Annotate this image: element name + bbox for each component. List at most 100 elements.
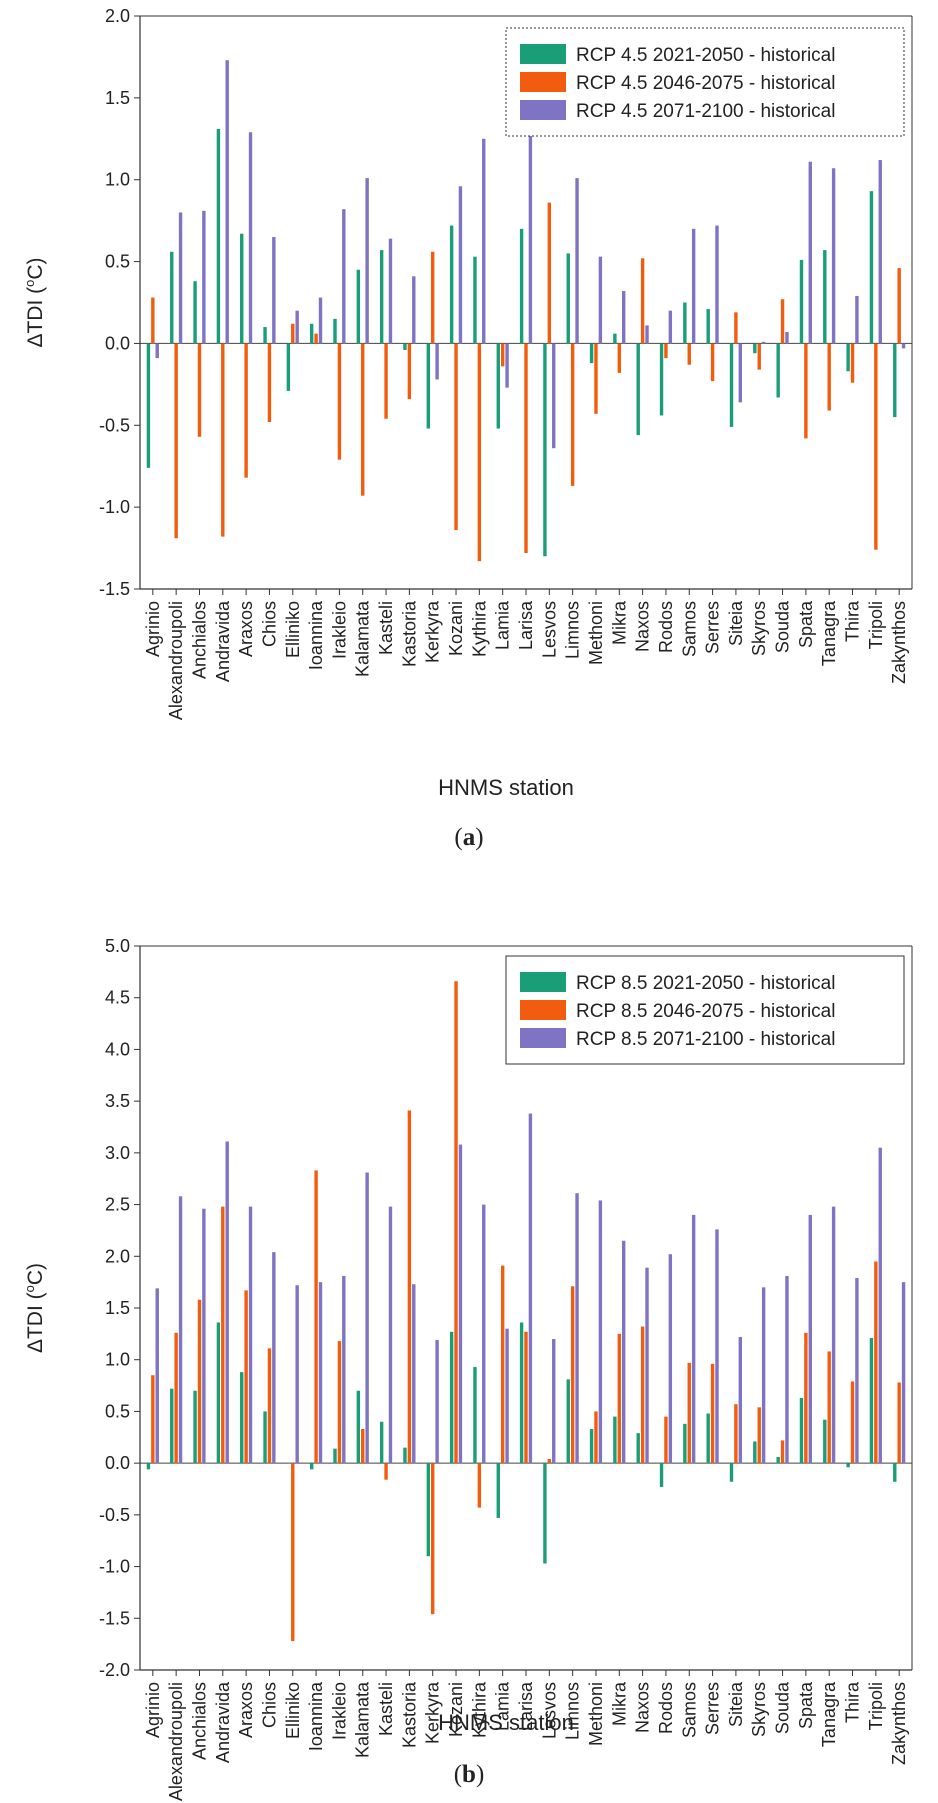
legend-box — [505, 955, 905, 1065]
bar-purple-lesvos — [552, 343, 556, 449]
x-tick-label-thira: Thira — [843, 1681, 863, 1723]
bar-purple-tanagra — [831, 1206, 836, 1464]
x-tick-label-chios: Chios — [259, 1682, 279, 1728]
bar-purple-agrinio — [155, 1288, 159, 1464]
bar-orange-ioannina — [314, 1170, 318, 1464]
bar-green-tripoli — [869, 191, 874, 344]
y-label-main: TDI ( — [24, 287, 47, 334]
legend-label: RCP 4.5 2071-2100 - historical — [576, 101, 835, 122]
x-tick-label-kerkyra: Kerkyra — [423, 1681, 443, 1744]
y-tick-label: -1.0 — [99, 497, 130, 517]
legend-swatch-green — [520, 972, 566, 992]
bar-purple-larisa — [528, 120, 533, 344]
bar-orange-andravida — [221, 1206, 225, 1464]
x-tick-label-araxos: Araxos — [236, 601, 256, 657]
bar-orange-alexandroupoli — [174, 343, 178, 539]
y-tick-label: 5.0 — [105, 936, 130, 956]
x-tick-label-chios: Chios — [259, 601, 279, 647]
x-tick-label-spata: Spata — [796, 600, 816, 648]
bar-purple-larisa — [528, 1113, 533, 1464]
x-tick-label-methoni: Methoni — [586, 1682, 606, 1746]
legend-swatch-orange — [520, 72, 566, 92]
legend-label: RCP 4.5 2046-2075 - historical — [576, 73, 835, 94]
caption-open: ( — [454, 1761, 462, 1788]
bar-green-irakleio — [333, 1448, 337, 1464]
x-tick-label-naxos: Naxos — [633, 601, 653, 652]
bar-green-lesvos — [543, 1463, 547, 1564]
bar-orange-elliniko — [291, 323, 295, 344]
x-tick-label-ioannina: Ioannina — [306, 1681, 326, 1751]
y-tick-label: 3.5 — [105, 1091, 130, 1111]
x-tick-label-limnos: Limnos — [563, 1682, 583, 1740]
x-axis-label: HNMS station — [438, 1710, 574, 1735]
bar-purple-kasteli — [388, 1206, 393, 1464]
x-tick-label-agrinio: Agrinio — [143, 1682, 163, 1738]
bar-green-agrinio — [146, 1463, 151, 1470]
bar-green-anchialos — [193, 1390, 197, 1464]
x-tick-label-mikra: Mikra — [609, 1681, 629, 1726]
bar-purple-kozani — [458, 186, 463, 344]
bar-purple-kerkyra — [435, 343, 439, 380]
x-tick-label-spata: Spata — [796, 1681, 816, 1729]
bar-orange-lamia — [500, 1265, 505, 1464]
bar-green-skyros — [753, 343, 757, 354]
bar-orange-larisa — [524, 343, 528, 553]
legend-label: RCP 8.5 2021-2050 - historical — [576, 973, 835, 994]
bar-green-araxos — [240, 1372, 244, 1464]
bar-orange-souda — [780, 1440, 785, 1464]
y-tick-label: -1.0 — [99, 1557, 130, 1577]
y-tick-label: -1.5 — [99, 1608, 130, 1628]
y-label-end: C) — [24, 1263, 47, 1285]
caption-letter: b — [462, 1761, 476, 1788]
x-tick-label-kerkyra: Kerkyra — [423, 600, 443, 663]
x-tick-label-alexandroupoli: Alexandroupoli — [166, 601, 186, 720]
bar-purple-alexandroupoli — [178, 1196, 183, 1464]
bar-purple-methoni — [598, 1200, 603, 1464]
caption-close: ) — [475, 824, 483, 851]
bar-orange-serres — [710, 343, 715, 382]
x-tick-label-serres: Serres — [703, 601, 723, 654]
bar-green-naxos — [636, 343, 640, 436]
y-tick-label: 0.5 — [105, 1401, 130, 1421]
x-tick-label-methoni: Methoni — [586, 601, 606, 665]
bar-purple-spata — [808, 161, 812, 344]
x-tick-label-mikra: Mikra — [609, 600, 629, 645]
bar-purple-mikra — [621, 291, 626, 344]
x-tick-label-lesvos: Lesvos — [539, 601, 559, 658]
bar-orange-kastoria — [407, 1110, 412, 1464]
bar-green-alexandroupoli — [170, 1388, 174, 1464]
y-tick-label: -1.5 — [99, 579, 130, 599]
bar-green-elliniko — [286, 1463, 291, 1464]
caption-close: ) — [476, 1761, 484, 1788]
x-tick-label-elliniko: Elliniko — [283, 1682, 303, 1739]
bar-orange-kasteli — [384, 1463, 388, 1480]
y-axis-label: ΔTDI (oC) — [22, 257, 47, 347]
bar-purple-lamia — [505, 1328, 509, 1464]
bar-orange-lesvos — [547, 1459, 552, 1464]
bar-green-rodos — [659, 1463, 664, 1487]
legend-label: RCP 8.5 2071-2100 - historical — [576, 1029, 835, 1050]
bar-purple-souda — [785, 1275, 789, 1464]
bar-green-souda — [776, 343, 780, 398]
bar-purple-kastoria — [412, 1284, 416, 1464]
bar-purple-elliniko — [295, 1285, 299, 1464]
bar-orange-irakleio — [337, 1341, 342, 1464]
bar-green-chios — [263, 327, 267, 344]
bar-green-kasteli — [379, 250, 384, 344]
x-tick-label-kalamata: Kalamata — [353, 1681, 373, 1758]
bar-green-mikra — [613, 333, 617, 344]
bar-green-siteia — [729, 343, 734, 427]
bar-green-methoni — [589, 1429, 594, 1464]
x-tick-label-souda: Souda — [773, 1681, 793, 1734]
bar-green-tanagra — [823, 1419, 827, 1464]
y-tick-label: -0.5 — [99, 1505, 130, 1525]
x-tick-label-kozani: Kozani — [446, 1682, 466, 1737]
bar-orange-thira — [850, 1381, 855, 1464]
bar-green-chios — [263, 1411, 267, 1464]
bar-green-zakynthos — [893, 343, 897, 418]
bar-orange-methoni — [594, 343, 598, 414]
y-tick-label: 1.0 — [105, 1350, 130, 1370]
bar-orange-zakynthos — [897, 1382, 901, 1464]
x-tick-label-tanagra: Tanagra — [819, 600, 839, 666]
bar-orange-naxos — [640, 258, 645, 344]
